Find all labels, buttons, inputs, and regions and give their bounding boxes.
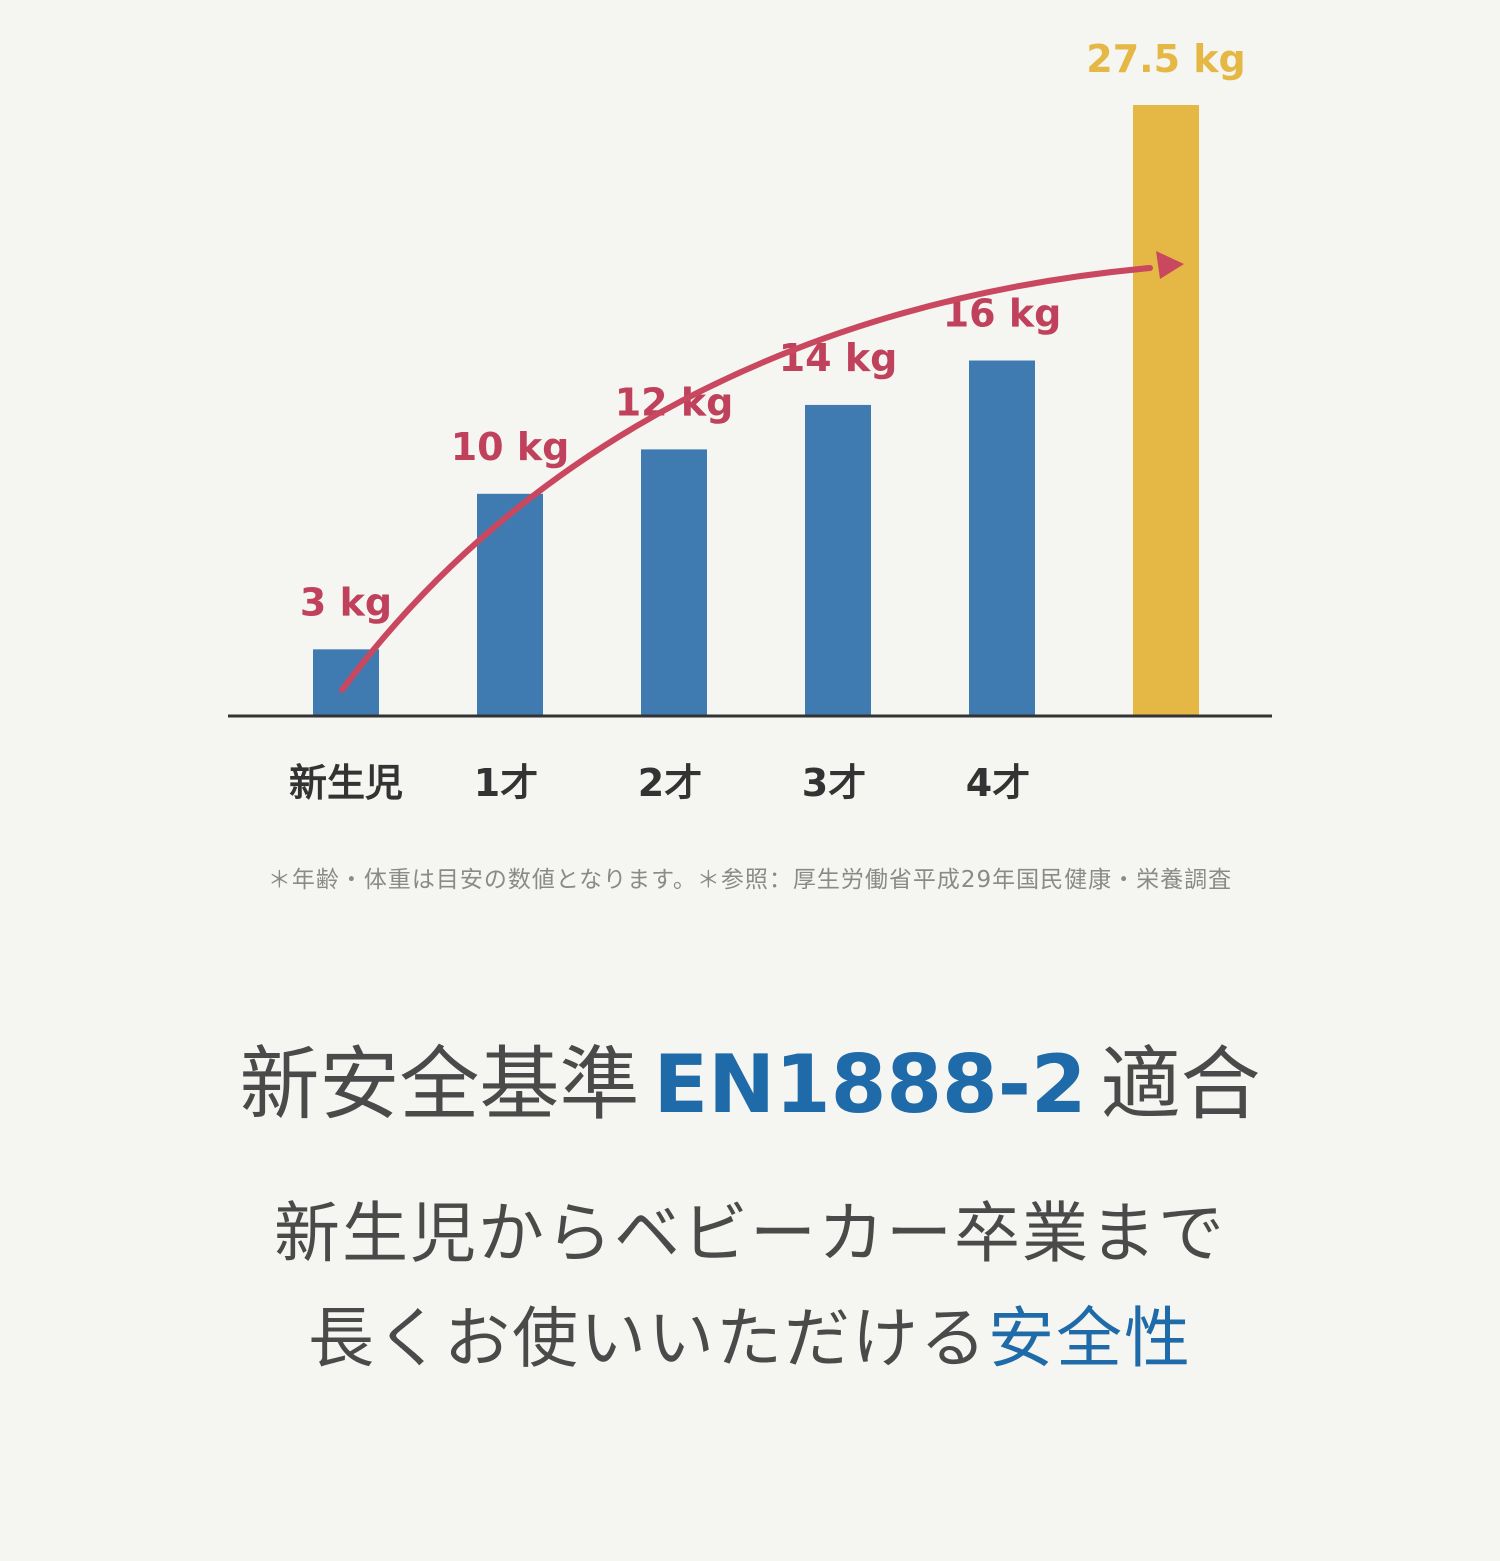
subheadline-line1: 新生児からベビーカー卒業まで (274, 1195, 1226, 1272)
chart-category-labels: 新生児 1才 2才 3才 4才 (289, 761, 1030, 805)
bar-value-label-5: 27.5 kg (1086, 37, 1245, 81)
category-label-4: 4才 (966, 761, 1030, 805)
subheadline-line2-accent: 安全性 (988, 1300, 1192, 1377)
trend-arrow (339, 251, 1184, 693)
chart-bars (313, 105, 1199, 716)
subheadline-line2: 長くお使いいただける安全性 (0, 1285, 1500, 1381)
bar-3 (805, 404, 871, 716)
trend-arrow-curve (339, 265, 1153, 693)
headline-standard: EN1888-2 (653, 1038, 1087, 1131)
headline-prefix: 新安全基準 (239, 1038, 640, 1131)
bar-5 (1133, 105, 1199, 716)
bar-value-label-0: 3 kg (300, 580, 392, 624)
bar-value-label-3: 14 kg (779, 336, 898, 380)
category-label-1: 1才 (474, 761, 538, 805)
headline-suffix: 適合 (1100, 1038, 1261, 1131)
bar-4 (969, 360, 1035, 716)
bar-value-label-1: 10 kg (451, 425, 570, 469)
footnote: ＊年齢・体重は目安の数値となります。＊参照：厚生労働省平成29年国民健康・栄養調… (267, 867, 1233, 893)
bar-1 (477, 493, 543, 716)
category-label-0: 新生児 (289, 761, 403, 805)
subheadline-line2-prefix: 長くお使いいただける (308, 1300, 988, 1377)
headline: 新安全基準 EN1888-2 適合 (0, 1020, 1500, 1136)
bar-2 (641, 449, 707, 716)
category-label-2: 2才 (638, 761, 702, 805)
category-label-3: 3才 (802, 761, 866, 805)
trend-arrow-head (1156, 251, 1184, 279)
